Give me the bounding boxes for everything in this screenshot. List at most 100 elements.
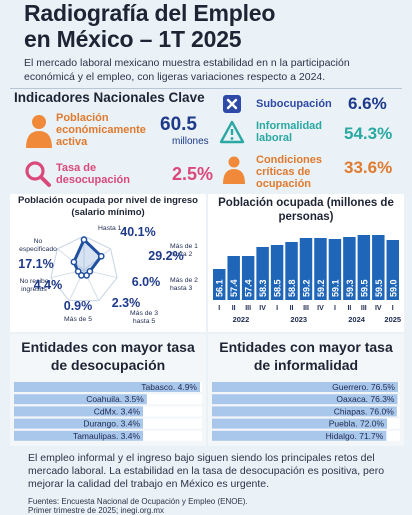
kpi-informalidad-value: 54.3% (344, 124, 393, 143)
indicators-title: Indicadores Nacionales Clave (14, 90, 205, 105)
radar-chart: Hasta 1 Más de 1 hasta 2 Más de 2 hasta 3 Más… (18, 225, 198, 325)
desocupacion-panel: Entidades con mayor tasa de desocupación… (10, 334, 206, 446)
hbar (212, 430, 387, 441)
hbar (212, 418, 388, 429)
bar-quarter-label: I (334, 305, 336, 312)
radar-spoke (57, 248, 85, 271)
bar-value-label: 58.8 (287, 279, 297, 297)
bar-quarter-label: II (347, 305, 351, 312)
kpi-condiciones: Condiciones críticas de ocupación 33.6% (216, 152, 402, 192)
radar-category-label: Más de 1 hasta 2 (170, 243, 198, 258)
kpi-subocupacion: Subocupación 6.6% (216, 94, 402, 116)
radar-grid (50, 235, 118, 302)
hbar (14, 418, 144, 429)
hbar (212, 382, 398, 392)
hbar-label: Oaxaca. 76.3% (336, 394, 395, 404)
kpi-desocupacion-value: 2.5% (172, 164, 214, 184)
bar (328, 239, 342, 300)
informalidad-panel: Entidades con mayor tasa de informalidad… (208, 334, 404, 446)
radar-value-label: 17.1% (18, 257, 53, 271)
kpi-pea-unit: millones (172, 136, 209, 147)
title-line-1: Radiografía del Empleo (24, 0, 276, 26)
radar-value-label: 4.4% (34, 278, 63, 292)
bar (241, 256, 255, 300)
radar-point (70, 258, 78, 266)
kpi-pea-label: Población económicamente activa (56, 112, 146, 148)
desocupacion-chart: Tabasco. 4.9% Coahuila. 3.5% CdMx. 3.4% Dur… (14, 382, 202, 441)
bar-title: Población ocupada (millones de personas) (218, 197, 394, 223)
divider (10, 88, 402, 89)
bar-value-label: 59.3 (345, 279, 355, 297)
kpi-condiciones-value: 33.6% (344, 158, 393, 177)
hbar-label: Durango. 3.4% (83, 419, 140, 429)
bar-value-label: 59.1 (330, 279, 340, 297)
title-line-2: en México – 1T 2025 (24, 26, 242, 52)
hbar (212, 394, 398, 405)
radar-value-label: 29.2% (148, 249, 183, 263)
bar-value-label: 58.5 (273, 279, 283, 297)
bar (299, 238, 313, 300)
radar-category-label: Hasta 1 (98, 225, 122, 232)
bar-quarter-label: IV (375, 305, 382, 312)
bar-quarter-label: III (303, 305, 309, 312)
bar-value-label: 58.3 (258, 279, 268, 297)
radar-value-label: 6.0% (132, 275, 161, 289)
bar-quarter-label: III (361, 305, 367, 312)
bar-value-label: 59.2 (302, 279, 312, 297)
bar (372, 235, 385, 300)
radar-point (80, 236, 88, 244)
bar (386, 240, 399, 300)
hbar-label: Hidalgo. 71.7% (326, 431, 384, 441)
bar-value-label: 59.5 (374, 279, 384, 297)
bar-quarter-label: IV (259, 305, 266, 312)
bar-quarter-label: IV (317, 305, 324, 312)
hbar (14, 406, 144, 417)
hbar (14, 430, 144, 441)
source-line-1: Fuentes: Encuesta Nacional de Ocupación … (28, 497, 248, 506)
informalidad-title: Entidades con mayor tasa de informalidad (219, 339, 393, 373)
bar-quarter-label: I (392, 305, 394, 312)
hbar-label: Tamaulipas. 3.4% (73, 431, 141, 441)
radar-value-label: 0.9% (64, 299, 93, 313)
bar-year-label: 2025 (384, 315, 401, 324)
kpi-desocupacion-label: Tasa de desocupación (56, 162, 130, 186)
radar-point (83, 272, 90, 279)
hbar-label: Puebla. 72.0% (329, 419, 385, 429)
kpi-condiciones-label: Condiciones críticas de ocupación (256, 154, 323, 190)
radar-title: Población ocupada por nivel de ingreso (… (17, 195, 198, 218)
informalidad-chart: Guerrero. 76.5% Oaxaca. 76.3% Chiapas. 76.… (212, 382, 400, 441)
radar-value-label: 40.1% (120, 225, 155, 239)
bar (213, 269, 226, 300)
footer-source: Fuentes: Encuesta Nacional de Ocupación … (28, 497, 248, 515)
bar-value-label: 56.1 (215, 279, 225, 297)
lead-text: El mercado laboral mexicano muestra esta… (24, 57, 350, 83)
bar (270, 245, 284, 300)
hbar-label: Tabasco. 4.9% (141, 382, 197, 392)
bar (285, 242, 298, 300)
bar-year-label: 2022 (233, 315, 250, 324)
kpi-subocupacion-label: Subocupación (256, 98, 332, 110)
bar-value-label: 57.4 (244, 279, 254, 297)
hbar (14, 394, 147, 405)
bar-chart: 56.1I57.4II57.4III58.3IV58.5I58.8II59.2I… (213, 235, 401, 324)
bar-year-label: 2024 (348, 315, 366, 324)
radar-panel: Población ocupada por nivel de ingreso (… (10, 194, 206, 332)
footer-text: El empleo informal y el ingreso bajo sig… (28, 452, 385, 490)
bar-quarter-label: I (276, 305, 278, 312)
hbar-label: Coahuila. 3.5% (86, 394, 144, 404)
radar-point (74, 267, 82, 275)
hbar-label: Chiapas. 76.0% (334, 406, 394, 416)
warning-triangle-icon (219, 120, 245, 144)
x-square-icon (223, 95, 241, 113)
bar (343, 237, 356, 300)
bar-value-label: 59.0 (388, 279, 398, 297)
kpi-pea-value: 60.5 (160, 114, 197, 135)
bar (256, 247, 269, 300)
bar-year-label: 2023 (290, 315, 307, 324)
bar (314, 238, 327, 300)
hbar (212, 406, 397, 417)
bar-value-label: 59.5 (359, 279, 369, 297)
bar-quarter-label: II (232, 305, 236, 312)
bar-quarter-label: III (245, 305, 251, 312)
kpi-subocupacion-value: 6.6% (348, 94, 387, 113)
